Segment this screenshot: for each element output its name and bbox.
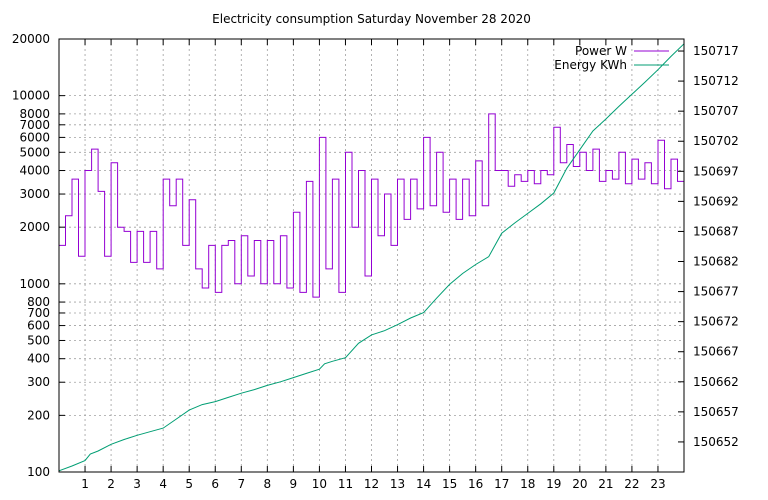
x-tick-label: 22 [624,477,639,491]
y-tick-label: 3000 [19,187,50,201]
y-tick-label: 300 [27,375,50,389]
y-tick-label: 4000 [19,164,50,178]
x-tick-label: 20 [572,477,587,491]
y-tick-label: 100 [27,465,50,479]
y-tick-label: 1000 [19,277,50,291]
chart-title: Electricity consumption Saturday Novembe… [212,12,531,26]
y2-tick-label: 150672 [693,315,739,329]
y-tick-label: 7000 [19,118,50,132]
legend-label-energy-kwh: Energy KWh [554,58,627,72]
grid-lines [59,38,684,473]
x-tick-label: 8 [264,477,272,491]
series-line-power-w [59,113,685,298]
x-tick-label: 13 [390,477,405,491]
y2-tick-label: 150657 [693,405,739,419]
y2-tick-label: 150687 [693,224,739,238]
y-tick-label: 5000 [19,145,50,159]
x-tick-label: 12 [364,477,379,491]
plot-series [58,43,685,472]
x-tick-label: 16 [468,477,483,491]
y2-tick-label: 150677 [693,285,739,299]
y-tick-label: 6000 [19,130,50,144]
x-tick-label: 2 [107,477,115,491]
legend-label-power-w: Power W [575,44,627,58]
y-tick-label: 200 [27,408,50,422]
y-tick-label: 500 [27,333,50,347]
y2-tick-label: 150717 [693,44,739,58]
y2-tick-label: 150662 [693,375,739,389]
y-tick-label: 700 [27,306,50,320]
x-tick-label: 21 [598,477,613,491]
series-line-energy-kwh [58,43,685,472]
y-tick-label: 2000 [19,220,50,234]
y2-tick-label: 150652 [693,435,739,449]
x-tick-label: 9 [290,477,298,491]
y2-tick-label: 150682 [693,255,739,269]
y-tick-label: 10000 [12,89,50,103]
x-tick-label: 19 [546,477,561,491]
x-tick-label: 10 [312,477,327,491]
x-tick-label: 23 [650,477,665,491]
y2-tick-label: 150702 [693,134,739,148]
y2-tick-label: 150697 [693,164,739,178]
x-tick-label: 14 [416,477,431,491]
x-tick-label: 18 [520,477,535,491]
x-tick-label: 6 [211,477,219,491]
x-tick-label: 15 [442,477,457,491]
axes: 1 2 3 4 5 6 7 8 9 10 11 12 13 14 15 16 17 18 19 20 21 22 23100… [12,32,739,491]
y2-tick-label: 150692 [693,194,739,208]
x-tick-label: 1 [81,477,89,491]
y2-tick-label: 150712 [693,74,739,88]
y-tick-label: 800 [27,295,50,309]
x-tick-label: 3 [133,477,141,491]
x-tick-label: 11 [338,477,353,491]
y-tick-label: 20000 [12,32,50,46]
x-tick-label: 7 [237,477,245,491]
y-tick-label: 8000 [19,107,50,121]
y-tick-label: 600 [27,319,50,333]
y2-tick-label: 150667 [693,345,739,359]
y2-tick-label: 150707 [693,104,739,118]
x-tick-label: 5 [185,477,193,491]
y-tick-label: 400 [27,352,50,366]
x-tick-label: 4 [159,477,167,491]
x-tick-label: 17 [494,477,509,491]
